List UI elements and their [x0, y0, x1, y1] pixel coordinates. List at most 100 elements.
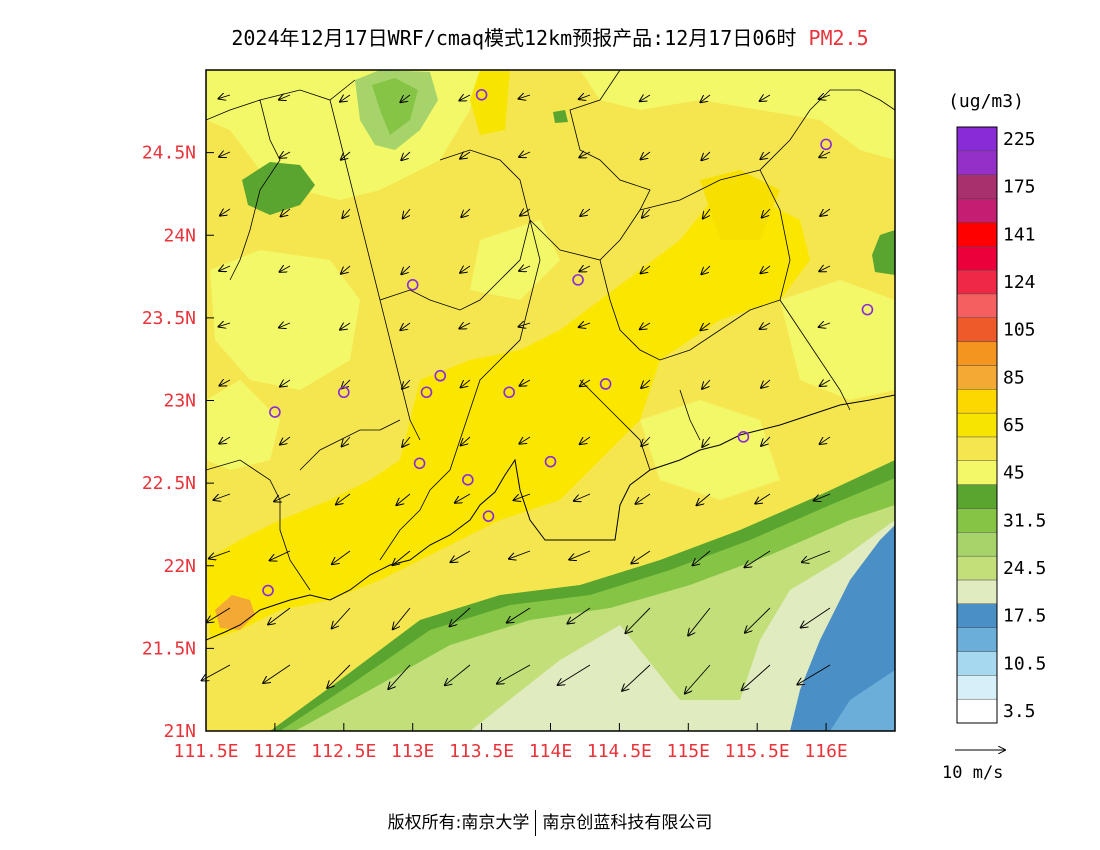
colorbar-swatch [956, 412, 998, 438]
lon-label: 114E [529, 741, 572, 762]
colorbar-swatch [956, 269, 998, 295]
colorbar-label: 175 [1003, 177, 1036, 198]
wind-arrow [580, 208, 591, 216]
lon-label: 114.5E [587, 741, 652, 762]
wind-arrow [579, 323, 591, 327]
station-marker [482, 510, 495, 522]
wind-arrow [280, 152, 291, 158]
station-marker [413, 457, 426, 470]
wind-arrow [341, 151, 351, 160]
wind-arrow [641, 151, 651, 159]
colorbar-label: 124 [1003, 272, 1036, 293]
wind-arrow [340, 323, 351, 330]
wind-arrow [760, 95, 771, 101]
station-marker [269, 406, 281, 418]
colorbar-swatch [956, 484, 998, 509]
wind-arrow [341, 265, 351, 274]
colorbar-label: 225 [1003, 129, 1036, 150]
wind-arrow [402, 379, 411, 389]
wind-legend-label: 10 m/s [942, 763, 1003, 783]
wind-arrow [745, 607, 771, 633]
wind-arrow [519, 380, 531, 386]
colorbar-frame [956, 126, 998, 724]
wind-vectors [202, 95, 831, 694]
coastline [206, 394, 895, 641]
map-axes: 111.5E 112E 112.5E 113E 113.5E 114E 114.5E 115E… [142, 143, 848, 762]
wind-arrow [214, 493, 231, 500]
lat-label: 21.5N [142, 638, 196, 659]
colorbar: (ug/m3) 3.5 10.5 17.5 24.5 31.5 45 65 85 105 124 14… [948, 91, 1046, 724]
wind-arrow [342, 208, 351, 218]
wind-arrow [742, 664, 771, 690]
wind-arrow [703, 208, 711, 219]
wind-arrow [819, 152, 831, 157]
wind-arrow [702, 379, 711, 389]
colorbar-swatch [956, 460, 998, 485]
lat-label: 23N [163, 391, 196, 412]
wind-arrow [460, 266, 471, 273]
wind-arrow [820, 436, 831, 444]
colorbar-label: 31.5 [1003, 510, 1046, 531]
wind-arrow [574, 493, 591, 501]
station-marker [599, 378, 612, 390]
wind-arrow [219, 152, 231, 157]
wind-arrow [400, 322, 411, 330]
station-marker [337, 386, 350, 399]
wind-arrow [558, 664, 591, 685]
lat-label: 22N [163, 556, 196, 577]
wind-arrow [579, 95, 591, 99]
colorbar-label: 105 [1003, 320, 1036, 341]
wind-arrow [507, 607, 531, 623]
wind-arrow [641, 436, 651, 446]
wind-arrow [220, 209, 231, 216]
footer-divider [535, 810, 537, 836]
wind-arrow [700, 322, 711, 330]
wind-arrow [209, 550, 231, 559]
wind-arrow [519, 266, 531, 271]
footer-left: 版权所有:南京大学 [387, 813, 530, 833]
wind-arrow [762, 208, 771, 218]
wind-arrow [760, 265, 771, 273]
wind-arrow [625, 607, 651, 633]
wind-arrow [219, 380, 231, 386]
wind-arrow [569, 550, 591, 560]
colorbar-label: 10.5 [1003, 653, 1046, 674]
wind-arrow [761, 436, 771, 446]
title-main: 2024年12月17日WRF/cmaq模式12km预报产品:12月17日06时 [231, 26, 797, 50]
wind-arrow [450, 607, 471, 626]
wind-arrow [514, 493, 531, 500]
lon-label: 115E [667, 741, 710, 762]
wind-arrow [401, 265, 411, 274]
lon-label: 112E [253, 741, 296, 762]
wind-arrow [401, 151, 411, 160]
colorbar-swatch [956, 603, 998, 628]
station-marker [861, 303, 874, 316]
wind-arrow [697, 493, 711, 505]
map-title: 2024年12月17日WRF/cmaq模式12km预报产品:12月17日06时 P… [0, 22, 1100, 51]
wind-arrow [641, 265, 651, 273]
concentration-field [206, 70, 895, 731]
wind-arrow [279, 323, 291, 328]
wind-arrow [814, 493, 831, 501]
wind-arrow [519, 152, 531, 157]
wind-arrow [802, 550, 831, 562]
wind-arrow [509, 550, 531, 559]
wind-arrow [274, 493, 291, 502]
wind-arrow [402, 436, 411, 447]
wind-arrow [280, 266, 291, 272]
wind-arrow [579, 266, 591, 271]
colorbar-swatch [956, 293, 998, 318]
wind-arrow [640, 95, 651, 101]
wind-arrow [567, 607, 591, 624]
wind-arrow [460, 152, 471, 159]
lon-label: 112.5E [311, 741, 376, 762]
station-marker [503, 386, 515, 399]
colorbar-label: 3.5 [1003, 701, 1036, 722]
wind-arrow [219, 323, 231, 327]
wind-arrow [640, 323, 651, 329]
colorbar-swatch [956, 222, 998, 247]
wind-arrow [281, 208, 291, 216]
colorbar-swatch [956, 555, 998, 581]
lon-label: 111.5E [173, 741, 238, 762]
wind-arrow [642, 208, 651, 218]
